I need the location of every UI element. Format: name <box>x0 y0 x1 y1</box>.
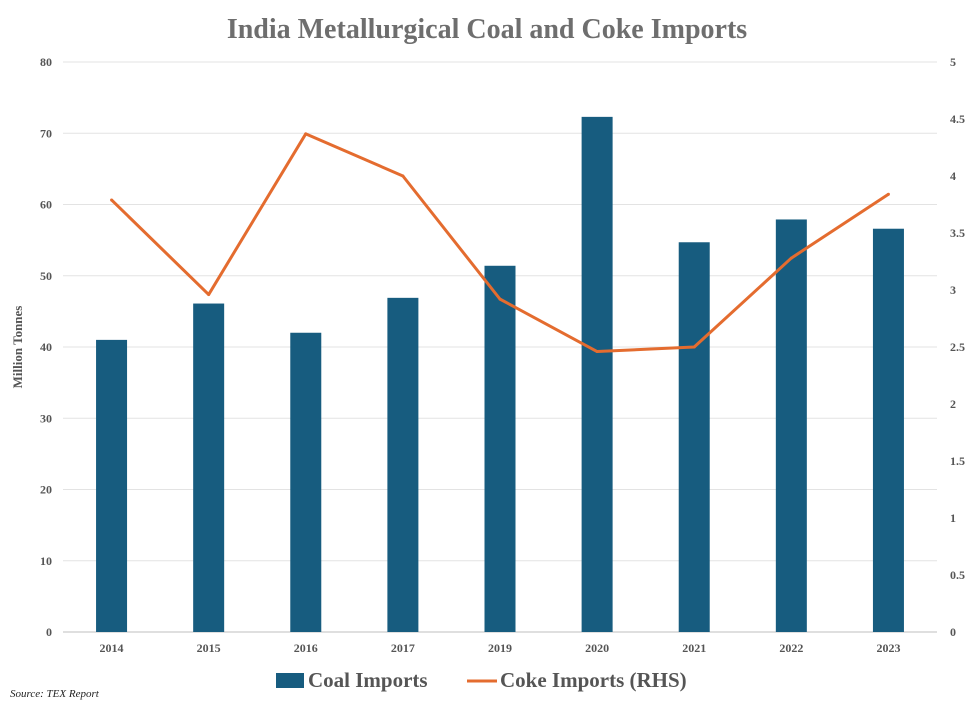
left-y-tick-label: 40 <box>40 340 52 354</box>
left-y-tick-label: 80 <box>40 55 52 69</box>
point-coke-imports <box>692 345 696 349</box>
bar-coal-imports <box>193 303 225 632</box>
bar-series-coal-imports <box>96 116 904 633</box>
chart-title: India Metallurgical Coal and Coke Import… <box>227 14 747 45</box>
bar-coal-imports <box>678 242 710 632</box>
y-axis-label: Million Tonnes <box>10 306 25 389</box>
point-coke-imports <box>110 198 114 202</box>
left-y-axis: 0 10 20 30 40 50 60 70 80 <box>40 55 52 639</box>
x-tick-label: 2016 <box>294 641 318 655</box>
bar-coal-imports <box>387 297 419 632</box>
x-tick-label: 2019 <box>488 641 512 655</box>
right-y-tick-label: 4.5 <box>950 112 965 126</box>
right-y-axis: 0 0.5 1 1.5 2 2.5 3 3.5 4 4.5 5 <box>950 55 965 639</box>
bar-coal-imports <box>872 228 904 632</box>
left-y-tick-label: 50 <box>40 269 52 283</box>
legend-label-coke-imports: Coke Imports (RHS) <box>500 668 687 692</box>
point-coke-imports <box>595 350 599 354</box>
x-tick-label: 2015 <box>197 641 221 655</box>
right-y-tick-label: 2.5 <box>950 340 965 354</box>
left-y-tick-label: 30 <box>40 411 52 425</box>
right-y-tick-label: 4 <box>950 169 956 183</box>
x-tick-label: 2023 <box>876 641 900 655</box>
x-tick-label: 2020 <box>585 641 609 655</box>
x-tick-label: 2014 <box>100 641 124 655</box>
right-y-tick-label: 5 <box>950 55 956 69</box>
line-series-coke-imports <box>110 132 890 354</box>
point-coke-imports <box>401 174 405 178</box>
legend-swatch-coal-imports <box>276 673 304 688</box>
bar-coal-imports <box>96 339 128 632</box>
right-y-tick-label: 3 <box>950 283 956 297</box>
right-y-tick-label: 0 <box>950 625 956 639</box>
right-y-tick-label: 1.5 <box>950 454 965 468</box>
point-coke-imports <box>498 297 502 301</box>
right-y-tick-label: 0.5 <box>950 568 965 582</box>
right-y-tick-label: 3.5 <box>950 226 965 240</box>
point-coke-imports <box>207 293 211 297</box>
source-note: Source: TEX Report <box>10 688 100 700</box>
legend-label-coal-imports: Coal Imports <box>308 668 428 692</box>
left-y-tick-label: 70 <box>40 126 52 140</box>
right-y-tick-label: 2 <box>950 397 956 411</box>
left-y-tick-label: 10 <box>40 554 52 568</box>
x-tick-label: 2017 <box>391 641 415 655</box>
x-axis: 2014 2015 2016 2017 2019 2020 2021 2022 2023 <box>100 641 901 655</box>
x-tick-label: 2021 <box>682 641 706 655</box>
bar-coal-imports <box>484 265 516 632</box>
point-coke-imports <box>304 132 308 136</box>
left-y-tick-label: 20 <box>40 483 52 497</box>
legend: Coal Imports Coke Imports (RHS) <box>276 668 687 692</box>
left-y-tick-label: 0 <box>46 625 52 639</box>
bar-coal-imports <box>581 116 613 633</box>
bar-coal-imports <box>775 219 807 632</box>
x-tick-label: 2022 <box>779 641 803 655</box>
point-coke-imports <box>789 256 793 260</box>
point-coke-imports <box>886 192 890 196</box>
bar-coal-imports <box>290 332 322 632</box>
right-y-tick-label: 1 <box>950 511 956 525</box>
left-y-tick-label: 60 <box>40 198 52 212</box>
